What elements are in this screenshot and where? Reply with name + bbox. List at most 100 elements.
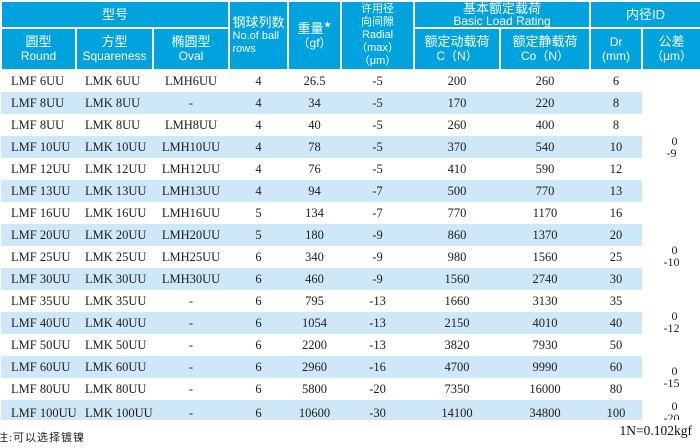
cell-round: LMF 16UU [11,205,71,220]
cell-oval: LMH16UU [161,205,221,220]
cell-radial: -13 [341,312,415,334]
cell-static-load: 590 [535,161,555,176]
cell-dr: 35 [609,293,623,308]
header-static-load-zh: 额定静载荷 [512,34,578,49]
cell-radial: -13 [369,337,386,352]
header-id-group: 内径ID [589,0,700,29]
cell-oval: LMH20UU [153,224,230,246]
cell-dr: 30 [590,268,643,290]
cell-dr: 13 [590,180,643,202]
cell-weight: 1054 [288,312,342,334]
header-radial: 许用径 向间隙 Radial （max） （μm） [340,0,416,71]
header-static-load-unit: Co（N） [521,49,570,63]
footer-notes: 注:可以选择镀镍 1N=0.102kgf [0,420,700,448]
cell-dynamic-load: 1560 [414,268,501,290]
table-row: LMF 16UU LMK 16UU LMH16UU 5 134 -7 770 1… [1,202,700,224]
cell-radial: -9 [341,268,415,290]
cell-static-load: 220 [500,92,591,114]
table-row: LMF 20UU LMK 20UU LMH20UU 5 180 -9 860 1… [1,224,700,290]
table-row: LMF 25UU LMK 25UU LMH25UU 6 340 -9 980 1… [1,246,700,268]
cell-round: LMF 50UU [11,337,71,352]
cell-weight: 2960 [288,356,342,378]
header-dr-label: Dr [609,35,623,49]
header-ball-rows: 钢球列数 No.of ball rows [228,0,290,71]
cell-dynamic-load: 860 [414,224,501,246]
cell-weight: 180 [288,224,342,246]
cell-ball-rows: 4 [255,161,262,176]
cell-dynamic-load: 1660 [444,293,470,308]
header-row-groups: 型号 钢球列数 No.of ball rows 重量★ （gf） 许用径 向间隙 [0,0,700,71]
cell-round: LMF 8UU [1,92,76,114]
cell-round: LMF 13UU [1,180,76,202]
table-row: LMF 8UU LMK 8UU - 4 34 -5 170 220 8 [1,92,700,114]
header-tolerance-zh: 公差 [658,34,685,49]
header-weight-zh: 重量★ [297,19,332,36]
cell-round: LMF 35UU [11,293,71,308]
table-body: LMF 6UU LMK 6UU LMH6UU 4 26.5 -5 200 260… [1,70,700,426]
cell-dynamic-load: 260 [447,117,467,132]
header-dynamic-load-unit: C（N） [436,49,478,63]
cell-round: LMF 8UU [11,117,65,132]
header-oval: 椭圆型 Oval [151,27,231,71]
cell-ball-rows: 6 [255,293,262,308]
cell-weight: 2200 [302,337,328,352]
cell-tolerance-group: 0 -15 [642,356,700,400]
header-model-group-label: 型号 [102,6,129,22]
cell-oval: LMH13UU [153,180,230,202]
tolerance-value: 0 -12 [663,309,680,335]
cell-radial: -5 [341,92,415,114]
cell-dr: 16 [609,205,623,220]
header-ball-rows-block: 钢球列数 No.of ball rows [232,14,285,56]
cell-radial: -5 [372,74,383,88]
cell-dr: 8 [612,117,620,132]
cell-static-load: 1560 [532,249,558,264]
cell-round: LMF 40UU [1,312,76,334]
table-row: LMF 80UU LMK 80UU - 6 5800 -20 7350 1600… [1,378,700,400]
header-ball-rows-zh: 钢球列数 [232,14,285,30]
cell-radial: -20 [369,381,386,396]
cell-dynamic-load: 370 [414,136,501,158]
cell-static-load: 540 [500,136,591,158]
cell-dynamic-load: 2150 [414,312,501,334]
cell-static-load: 2740 [500,268,591,290]
cell-square: LMK 30UU [76,268,153,290]
cell-square: LMK 10UU [76,136,153,158]
cell-ball-rows: 6 [255,337,262,352]
table-row: LMF 40UU LMK 40UU - 6 1054 -13 2150 4010… [1,312,700,334]
cell-square: LMK 25UU [85,249,147,264]
cell-radial: -5 [372,117,383,132]
header-square-zh: 方型 [101,34,128,49]
header-oval-en: Oval [178,49,204,63]
cell-dr: 25 [609,249,623,264]
cell-weight: 795 [305,293,324,308]
cell-square: LMK 6UU [85,74,141,88]
header-square: 方型 Squareness [75,27,154,71]
cell-dynamic-load: 4700 [414,356,501,378]
header-radial-unit: （μm） [358,55,397,67]
header-load-group-zh: 基本额定载荷 [463,1,542,16]
cell-static-load: 3130 [532,293,558,308]
cell-dr: 80 [609,381,623,396]
cell-radial: -16 [341,356,415,378]
header-square-en: Squareness [82,49,147,63]
cell-static-load: 400 [535,117,555,132]
header-round-en: Round [20,49,57,63]
cell-dr: 50 [609,337,623,352]
cell-square: LMK 60UU [76,356,153,378]
cell-ball-rows: 6 [229,356,289,378]
cell-dynamic-load: 500 [414,180,501,202]
header-load-group-en: Basic Load Rating [453,14,551,28]
cell-ball-rows: 6 [255,249,262,264]
cell-oval: - [153,356,230,378]
note-nickel-plating: 注:可以选择镀镍 [0,432,86,444]
cell-oval: LMH12UU [161,161,221,176]
cell-dynamic-load: 200 [447,74,467,88]
cell-oval: - [188,381,194,396]
cell-round: LMF 25UU [11,249,71,264]
table-row: LMF 13UU LMK 13UU LMH13UU 4 94 -7 500 77… [1,180,700,202]
cell-oval: LMH30UU [153,268,230,290]
cell-ball-rows: 6 [255,381,262,396]
cell-oval: - [153,92,230,114]
cell-dynamic-load: 3820 [444,337,470,352]
cell-weight: 134 [305,205,324,220]
